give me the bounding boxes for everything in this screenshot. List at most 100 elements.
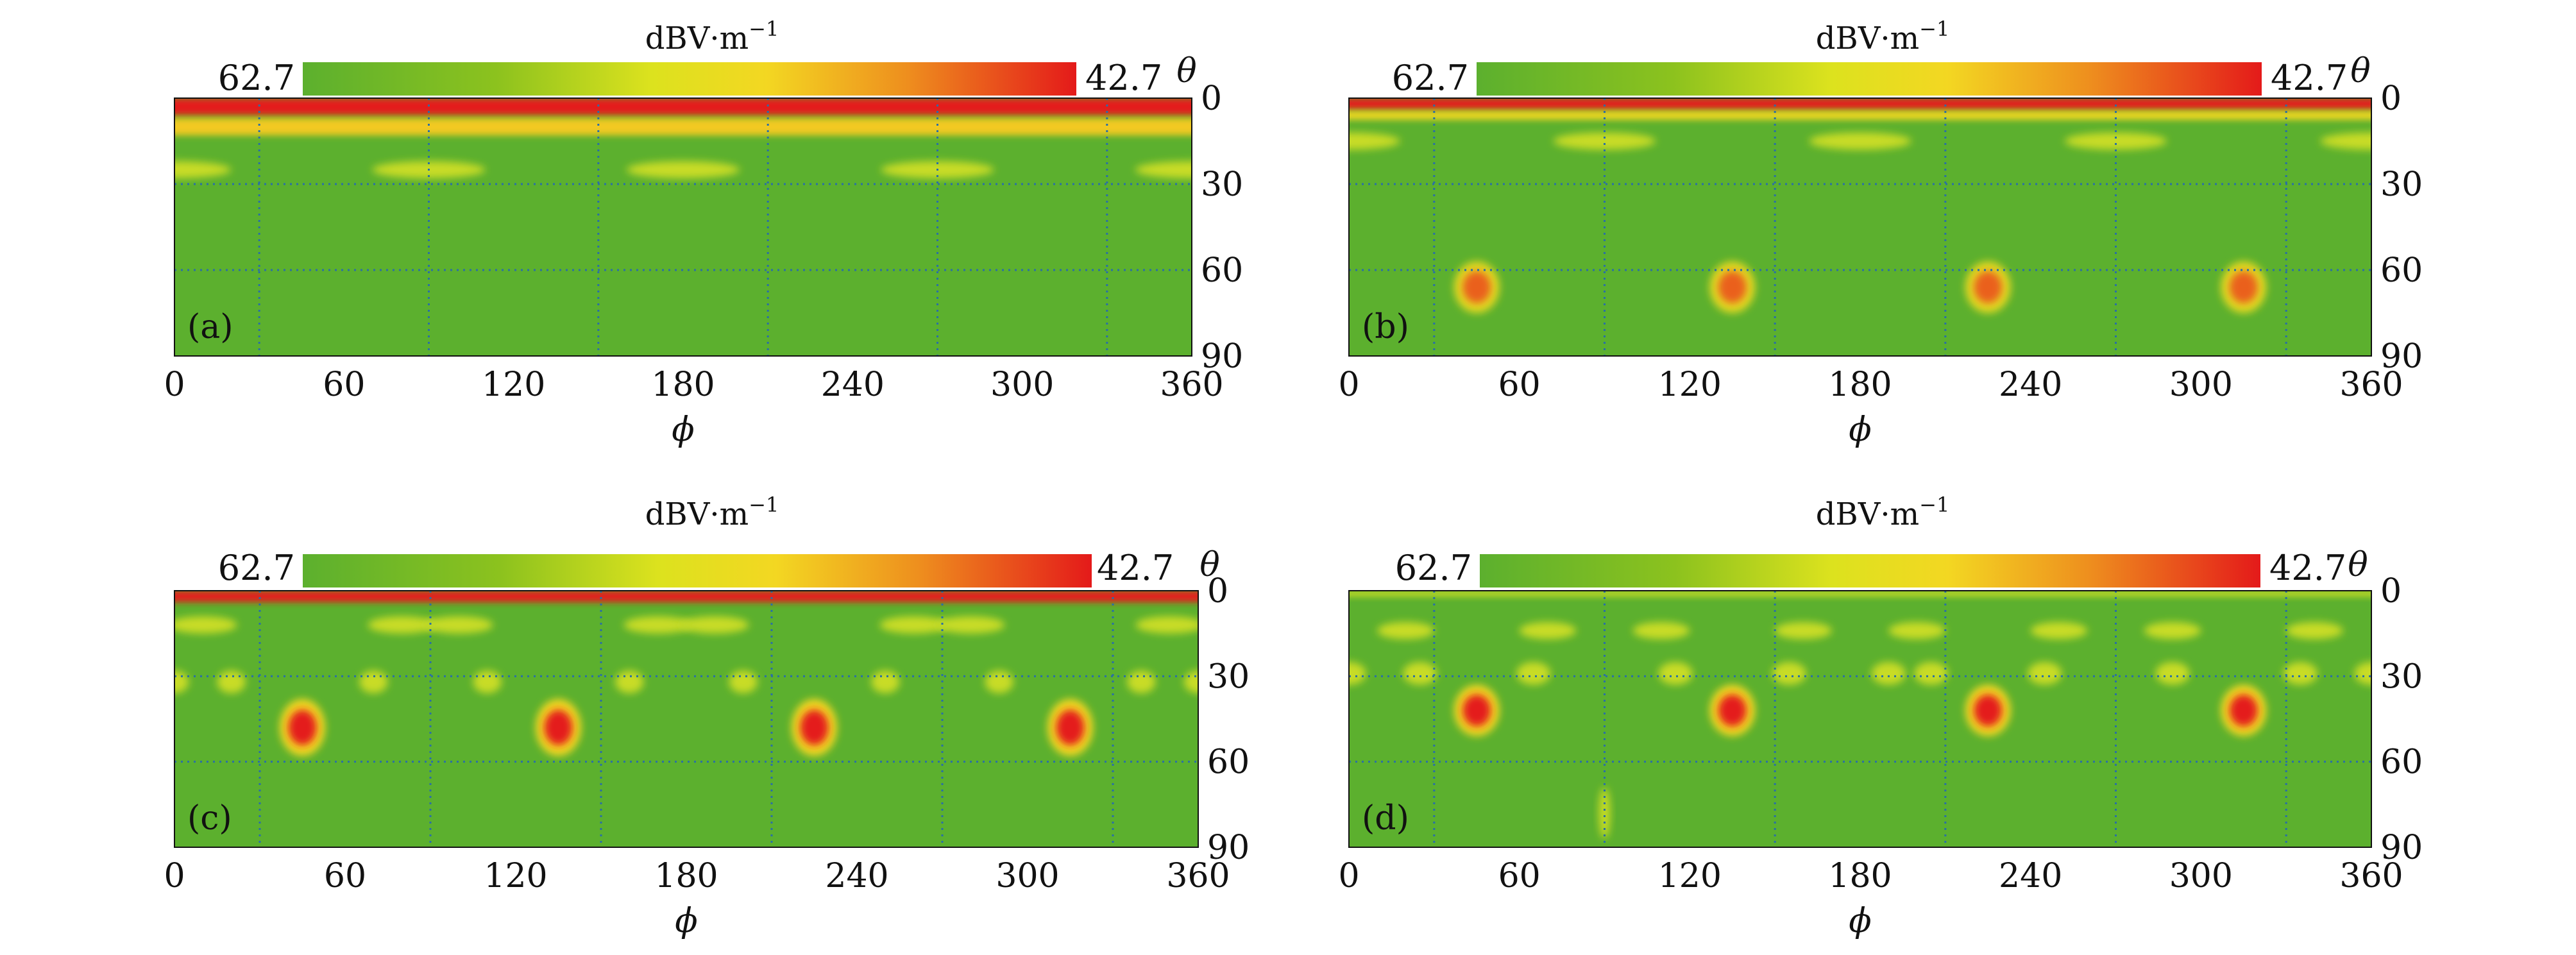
- heatmap-hotspot: [425, 616, 493, 634]
- heatmap-hotspot-core: [1718, 271, 1747, 303]
- x-tick-label: 180: [1828, 366, 1892, 404]
- plot-frame: [1348, 97, 2372, 357]
- x-tick-label: 360: [2339, 366, 2403, 404]
- panel-b: dBV·m−1 62.7 42.7 θ 0 60 120 180 240 300 360ϕ0…: [1338, 17, 2423, 449]
- y-tick-label: 60: [2380, 743, 2423, 782]
- heatmap-hotspot: [2030, 621, 2088, 639]
- heatmap-hotspot-core: [1718, 694, 1747, 727]
- x-tick-label: 60: [324, 857, 366, 895]
- heatmap-hotspot: [2320, 132, 2371, 150]
- heatmap-hotspot: [879, 616, 948, 634]
- colorbar-left-value: 62.7: [1392, 58, 1469, 98]
- colorbar-left-value: 62.7: [218, 58, 295, 98]
- heatmap-hotspot: [1516, 662, 1551, 685]
- colorbar-title: dBV·m−1: [1816, 493, 1950, 532]
- heatmap-hotspot-core: [800, 709, 829, 745]
- x-tick-label: 60: [1498, 857, 1541, 895]
- heatmap-plot: 0 60 120 180 240 300 360 ϕ 0 30 60 90 (a): [164, 80, 1243, 449]
- x-tick-label: 180: [651, 366, 715, 404]
- plot-frame: [174, 97, 1192, 357]
- colorbar-right-value: 42.7: [2269, 548, 2346, 588]
- x-tick-label: 300: [990, 366, 1054, 404]
- heatmap-hotspot: [1809, 132, 1911, 150]
- colorbar-left-value: 62.7: [1395, 548, 1472, 588]
- x-tick-label: 300: [2169, 857, 2233, 895]
- heatmap-band: [174, 591, 1198, 602]
- colorbar-right-value: 42.7: [2271, 58, 2348, 98]
- heatmap-hotspot: [1377, 621, 1434, 639]
- heatmap-hotspot-core: [1462, 694, 1491, 727]
- heatmap-hotspot: [368, 616, 436, 634]
- heatmap-hotspot: [2064, 132, 2167, 150]
- heatmap-hotspot: [1772, 662, 1806, 685]
- y-tick-label: 60: [1207, 743, 1250, 782]
- x-tick-label: 120: [484, 857, 547, 895]
- y-tick-label: 30: [2380, 165, 2423, 204]
- y-tick-label: 0: [2380, 80, 2402, 118]
- heatmap-hotspot-core: [1462, 271, 1491, 303]
- y-tick-label: 90: [1201, 337, 1243, 376]
- heatmap-hotspot-core: [1056, 709, 1085, 745]
- x-tick-label: 60: [1498, 366, 1541, 404]
- heatmap-hotspot: [2028, 662, 2062, 685]
- x-tick-label: 180: [1828, 857, 1892, 895]
- theta-axis-label: θ: [1176, 52, 1196, 90]
- panel-d: dBV·m−1 62.7 42.7 θ 0 60 120 180 240 300 360ϕ0…: [1338, 493, 2423, 940]
- x-tick-label: 0: [1338, 366, 1359, 404]
- heatmap-hotspot: [2283, 662, 2318, 685]
- heatmap-band: [1349, 98, 2371, 110]
- heatmap-background: [174, 591, 1198, 847]
- panel-a: dBV·m−1 62.7 42.7 θ 0 60 120 180 240 300 360 ϕ 0…: [164, 17, 1243, 449]
- heatmap-background: [174, 98, 1192, 356]
- colorbar-left-value: 62.7: [218, 548, 295, 588]
- x-tick-label: 120: [482, 366, 545, 404]
- colorbar: [303, 554, 1092, 587]
- colorbar-title: dBV·m−1: [1816, 17, 1950, 56]
- heatmap-hotspot: [985, 670, 1013, 693]
- x-tick-label: 240: [825, 857, 888, 895]
- x-tick-label: 180: [654, 857, 718, 895]
- heatmap-hotspot-core: [288, 709, 317, 745]
- heatmap-hotspot: [1135, 161, 1192, 179]
- heatmap-hotspot: [473, 670, 502, 693]
- heatmap-hotspot: [1632, 621, 1690, 639]
- heatmap-hotspot: [2144, 621, 2201, 639]
- heatmap-hotspot: [359, 670, 388, 693]
- heatmap-hotspot: [1349, 132, 1400, 150]
- colorbar-right-value: 42.7: [1085, 58, 1162, 98]
- heatmap-hotspot-core: [1974, 271, 2003, 303]
- panel-c: dBV·m−1 62.7 42.7 θ 0 60 120 180 240 300 360ϕ0…: [164, 493, 1250, 940]
- y-tick-label: 60: [2380, 251, 2423, 290]
- phi-axis-label: ϕ: [672, 410, 694, 449]
- y-tick-label: 60: [1201, 251, 1243, 290]
- x-tick-label: 300: [2169, 366, 2233, 404]
- heatmap-hotspot: [174, 161, 232, 179]
- heatmap-band: [174, 118, 1192, 136]
- y-tick-label: 30: [1207, 657, 1250, 696]
- x-tick-label: 360: [2339, 857, 2403, 895]
- heatmap-hotspot: [626, 161, 740, 179]
- colorbar: [1480, 554, 2260, 587]
- x-tick-label: 0: [164, 366, 185, 404]
- heatmap-plot: 0 60 120 180 240 300 360 ϕ 0 30 60 90 (c): [164, 572, 1250, 940]
- y-tick-label: 0: [1201, 80, 1222, 118]
- heatmap-hotspot: [217, 670, 246, 693]
- heatmap-hotspot: [871, 670, 900, 693]
- colorbar-title: dBV·m−1: [645, 17, 779, 56]
- x-tick-label: 360: [1160, 366, 1223, 404]
- heatmap-hotspot: [1519, 621, 1577, 639]
- theta-axis-label: θ: [2348, 546, 2368, 584]
- heatmap-hotspot: [2354, 662, 2371, 685]
- theta-axis-label: θ: [1199, 546, 1219, 584]
- heatmap-hotspot: [1349, 662, 1366, 685]
- phi-axis-label: ϕ: [1849, 410, 1871, 449]
- heatmap-hotspot: [174, 616, 237, 634]
- colorbar-right-value: 42.7: [1097, 548, 1174, 588]
- heatmap-hotspot-core: [2229, 694, 2258, 727]
- x-tick-label: 240: [1999, 857, 2062, 895]
- heatmap-plot: 0 60 120 180 240 300 360 ϕ 0 30 60 90 (d): [1338, 572, 2423, 940]
- heatmap-hotspot: [623, 616, 692, 634]
- x-tick-label: 240: [821, 366, 885, 404]
- y-tick-label: 0: [1207, 572, 1228, 611]
- heatmap-hotspot: [936, 616, 1005, 634]
